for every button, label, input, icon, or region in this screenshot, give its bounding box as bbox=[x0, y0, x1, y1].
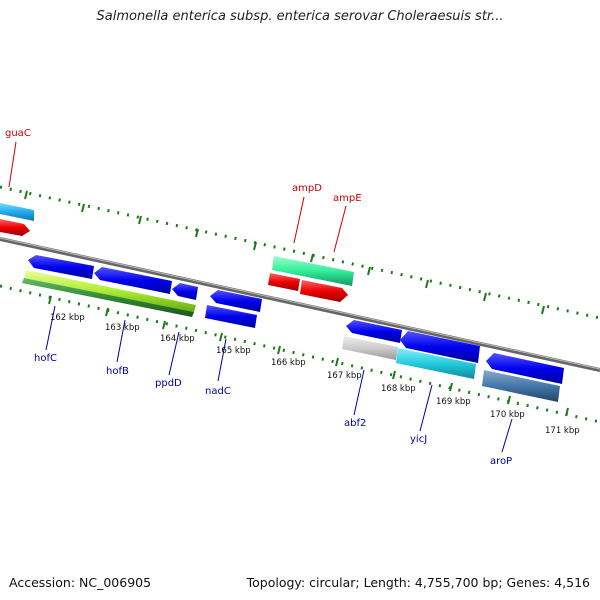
gene-label-yicj: yicJ bbox=[410, 434, 427, 445]
gene-label-ppdd: ppdD bbox=[155, 378, 182, 389]
label-leaders-bottom bbox=[45, 305, 513, 453]
inner-major-ticks bbox=[48, 295, 569, 417]
outer-major-ticks bbox=[24, 190, 545, 315]
gene-band-dark-green[interactable] bbox=[22, 278, 194, 317]
ruler-label-170: 170 kbp bbox=[490, 410, 525, 420]
gene-band-lime[interactable] bbox=[24, 270, 196, 312]
gene-label-arop: aroP bbox=[490, 456, 512, 467]
gene-label-ampd: ampD bbox=[292, 183, 322, 194]
page-title: Salmonella enterica subsp. enterica sero… bbox=[96, 9, 504, 24]
gene-bar-arop-steel[interactable] bbox=[482, 370, 560, 402]
gene-arrow-ppdd-blue[interactable] bbox=[172, 283, 198, 300]
label-leaders-top bbox=[8, 141, 347, 253]
gene-label-hofb: hofB bbox=[106, 366, 129, 377]
gene-label-abf2: abf2 bbox=[344, 418, 366, 429]
ruler-label-168: 168 kbp bbox=[381, 384, 416, 394]
gene-bar-nadc-lower[interactable] bbox=[205, 305, 257, 328]
gene-arrow-yicj-blue[interactable] bbox=[400, 331, 480, 363]
gene-bar-yicj-cyan[interactable] bbox=[396, 348, 476, 379]
gene-arrow-abf2-blue[interactable] bbox=[346, 320, 402, 343]
gene-arrow-guac-red[interactable] bbox=[0, 219, 30, 236]
ruler-label-163: 163 kbp bbox=[105, 323, 140, 333]
genome-summary-text: Topology: circular; Length: 4,755,700 bp… bbox=[246, 575, 590, 590]
gene-label-nadc: nadC bbox=[205, 386, 231, 397]
ruler-label-169: 169 kbp bbox=[436, 397, 471, 407]
gene-arrow-arop-blue[interactable] bbox=[486, 353, 564, 384]
gene-label-guac: guaC bbox=[5, 128, 31, 139]
outer-dotted-track bbox=[0, 185, 600, 320]
gene-bar-ampd-mint[interactable] bbox=[272, 256, 354, 286]
accession-text: Accession: NC_006905 bbox=[9, 575, 152, 590]
ruler-label-167: 167 kbp bbox=[327, 371, 362, 381]
ruler-label-165: 165 kbp bbox=[216, 346, 251, 356]
backbone-line bbox=[0, 237, 600, 372]
backbone-highlight bbox=[0, 237, 600, 370]
gene-arrow-nadc-upper[interactable] bbox=[210, 290, 262, 312]
gene-arrow-hofc-blue[interactable] bbox=[28, 255, 94, 279]
gene-arrow-ampd-red[interactable] bbox=[268, 273, 300, 291]
gene-arrow-hofb-blue[interactable] bbox=[94, 267, 172, 294]
gene-label-ampe: ampE bbox=[333, 193, 362, 204]
gene-bar-guac-sky[interactable] bbox=[0, 203, 34, 221]
gene-label-hofc: hofC bbox=[34, 353, 57, 364]
ruler-label-171: 171 kbp bbox=[545, 426, 580, 436]
gene-arrow-ampe-red[interactable] bbox=[300, 280, 348, 302]
ruler-label-162: 162 kbp bbox=[50, 313, 85, 323]
gene-bar-abf2-gray[interactable] bbox=[342, 336, 398, 360]
ruler-label-166: 166 kbp bbox=[271, 358, 306, 368]
